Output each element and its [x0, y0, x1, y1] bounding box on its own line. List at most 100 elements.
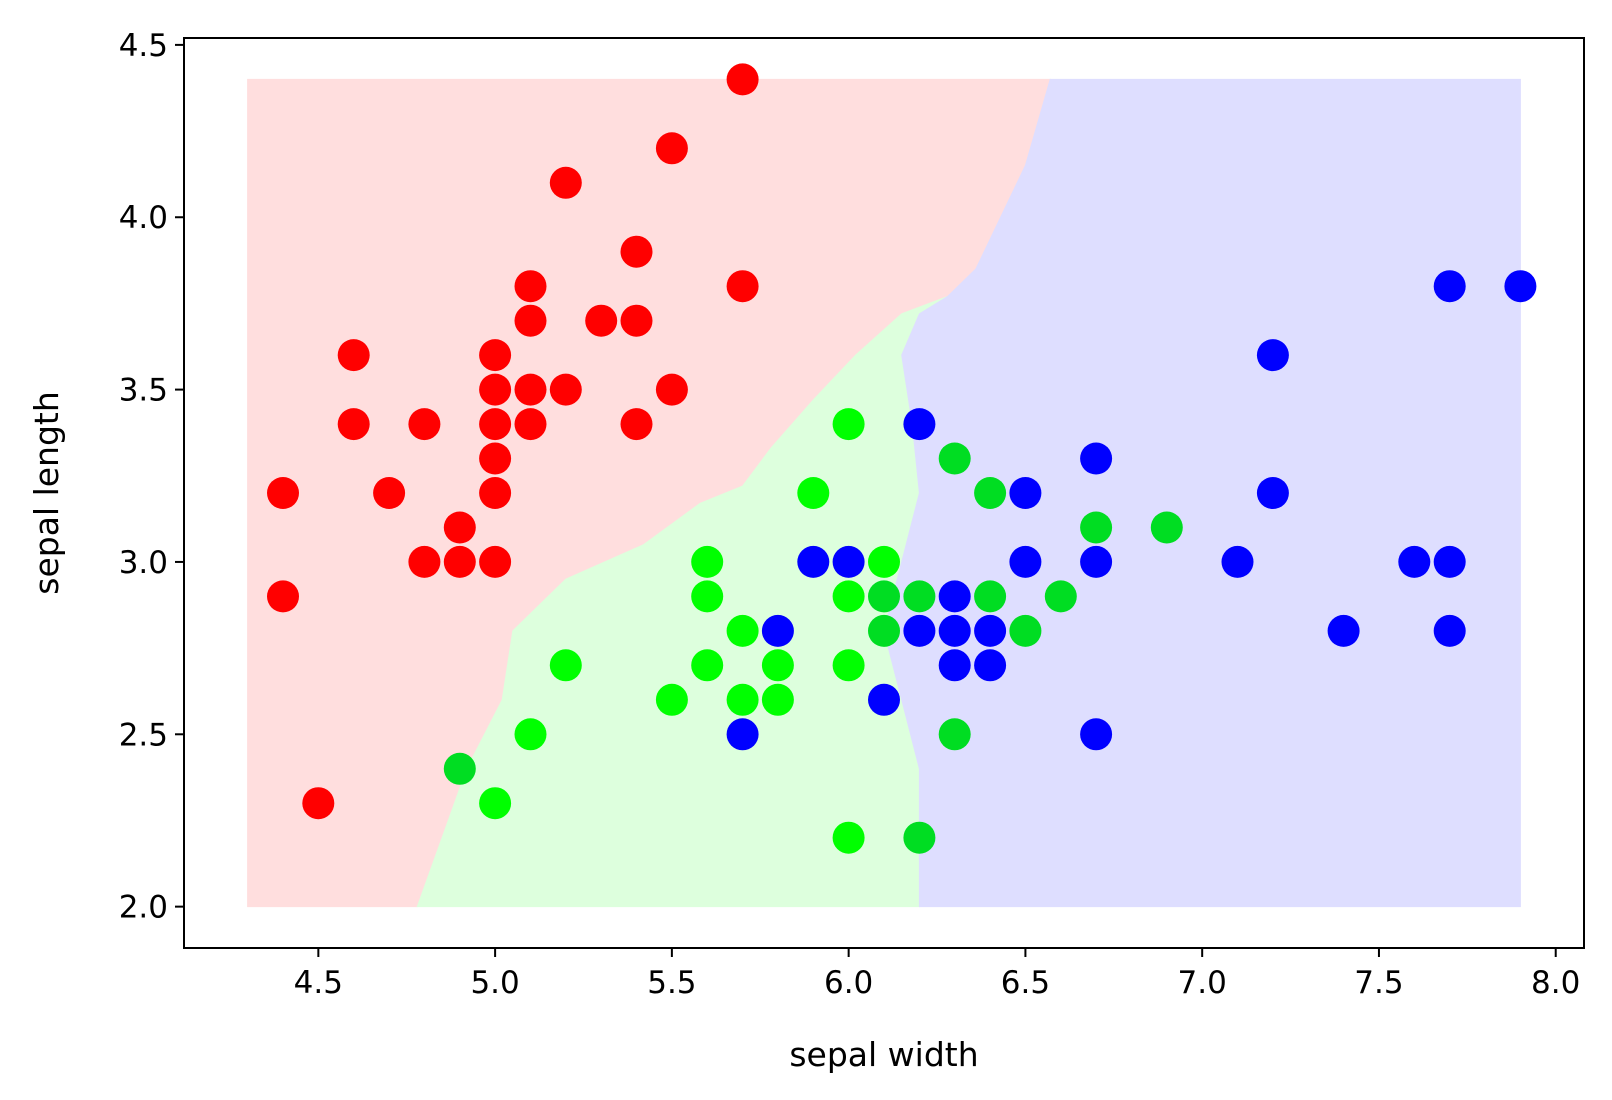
data-point [761, 683, 794, 716]
y-tick-label: 3.5 [119, 373, 168, 409]
data-point [938, 718, 971, 751]
x-tick-label: 7.5 [1354, 965, 1403, 1001]
x-axis-ticks: 4.5 5.0 5.5 6.0 6.5 7.0 7.5 8.0 [294, 948, 1580, 1001]
data-point [903, 408, 936, 441]
data-point [726, 683, 759, 716]
data-point [1221, 545, 1254, 578]
data-point [514, 304, 547, 337]
data-point [620, 235, 653, 268]
data-point [443, 545, 476, 578]
data-point [903, 821, 936, 854]
y-axis-ticks: 2.0 2.5 3.0 3.5 4.0 4.5 [119, 28, 184, 926]
data-point [267, 580, 299, 613]
data-point [868, 580, 900, 613]
plot-frame [183, 37, 1585, 949]
data-point [726, 63, 759, 96]
data-point [726, 614, 759, 647]
data-point [337, 408, 370, 441]
data-point [832, 821, 865, 854]
data-point [938, 580, 971, 613]
data-point [691, 545, 724, 578]
data-point [832, 580, 865, 613]
x-tick-label: 6.5 [1001, 965, 1050, 1001]
data-point [938, 442, 971, 475]
data-point [443, 511, 476, 544]
data-point [655, 373, 688, 406]
data-point [1398, 545, 1431, 578]
data-point [1256, 339, 1289, 372]
data-point [620, 408, 653, 441]
data-point [938, 649, 971, 682]
data-point [726, 718, 759, 751]
data-point [938, 614, 971, 647]
data-point [1504, 270, 1537, 303]
data-point [974, 477, 1007, 509]
data-point [1327, 614, 1360, 647]
data-point [549, 649, 582, 682]
data-point [797, 477, 830, 509]
data-point [832, 545, 865, 578]
y-tick-label: 4.0 [119, 200, 168, 236]
y-axis-label: sepal length [27, 391, 66, 595]
data-point [974, 580, 1007, 613]
data-point [408, 408, 441, 441]
data-point [1009, 545, 1042, 578]
data-point [373, 477, 406, 509]
data-point [302, 787, 335, 820]
data-point [974, 614, 1007, 647]
x-tick-label: 6.0 [824, 965, 873, 1001]
y-tick-label: 2.5 [119, 717, 168, 753]
data-point [1044, 580, 1077, 613]
data-point [726, 270, 759, 303]
data-point [479, 787, 512, 820]
data-point [1150, 511, 1183, 544]
data-point [479, 477, 512, 509]
data-point [691, 580, 724, 613]
data-point [1433, 545, 1466, 578]
data-point [549, 373, 582, 406]
data-point [479, 545, 512, 578]
data-point [549, 166, 582, 199]
x-tick-label: 5.0 [470, 965, 519, 1001]
data-point [514, 718, 547, 751]
data-point [1080, 718, 1113, 751]
data-point [868, 614, 900, 647]
data-point [1080, 442, 1113, 475]
data-point [655, 132, 688, 165]
data-point [1256, 477, 1289, 509]
data-points [267, 63, 1537, 854]
data-point [832, 649, 865, 682]
data-point [620, 304, 653, 337]
data-point [655, 683, 688, 716]
data-point [585, 304, 618, 337]
data-point [903, 614, 936, 647]
x-tick-label: 7.0 [1178, 965, 1227, 1001]
data-point [514, 270, 547, 303]
data-point [408, 545, 441, 578]
region-blue [883, 78, 1521, 908]
data-point [761, 649, 794, 682]
data-point [479, 442, 512, 475]
data-point [267, 477, 299, 509]
data-point [514, 408, 547, 441]
data-point [761, 614, 794, 647]
data-point [1080, 511, 1113, 544]
x-tick-label: 5.5 [647, 965, 696, 1001]
data-point [479, 408, 512, 441]
x-axis-label: sepal width [789, 1035, 978, 1074]
x-tick-label: 4.5 [294, 965, 343, 1001]
data-point [868, 545, 900, 578]
data-point [514, 373, 547, 406]
data-point [443, 752, 476, 785]
data-point [479, 339, 512, 372]
y-tick-label: 4.5 [119, 28, 168, 64]
y-tick-label: 2.0 [119, 890, 168, 926]
data-point [1080, 545, 1113, 578]
data-point [974, 649, 1007, 682]
x-tick-label: 8.0 [1531, 965, 1580, 1001]
data-point [1009, 614, 1042, 647]
decision-regions [247, 78, 1521, 908]
data-point [832, 408, 865, 441]
data-point [903, 580, 936, 613]
